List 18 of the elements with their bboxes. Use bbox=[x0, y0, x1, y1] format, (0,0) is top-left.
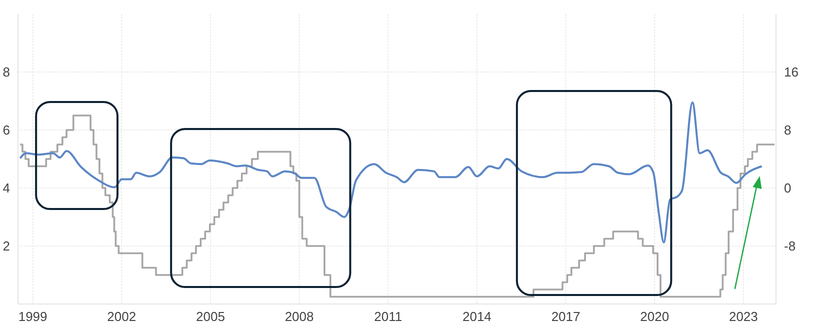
x-tick-label: 2017 bbox=[551, 309, 580, 324]
x-tick-label: 2020 bbox=[640, 309, 670, 324]
y2-tick-label: 0 bbox=[784, 180, 792, 196]
y-tick-label: 6 bbox=[2, 122, 10, 138]
x-tick-label: 2011 bbox=[374, 309, 402, 324]
x-tick-label: 2014 bbox=[462, 309, 492, 324]
x-tick-label: 2008 bbox=[284, 309, 314, 324]
y-tick-label: 2 bbox=[2, 238, 10, 254]
x-tick-label: 2005 bbox=[196, 309, 225, 324]
line-series bbox=[19, 101, 763, 244]
y2-tick-label: 16 bbox=[784, 64, 798, 80]
y2-tick-label: 8 bbox=[784, 122, 792, 138]
x-tick-label: 1999 bbox=[18, 309, 48, 324]
y-tick-label: 8 bbox=[2, 64, 10, 80]
y-tick-label: 4 bbox=[2, 180, 10, 196]
x-tick-label: 2023 bbox=[728, 309, 758, 324]
x-tick-label: 2002 bbox=[107, 309, 136, 324]
y2-tick-label: -8 bbox=[784, 238, 796, 254]
